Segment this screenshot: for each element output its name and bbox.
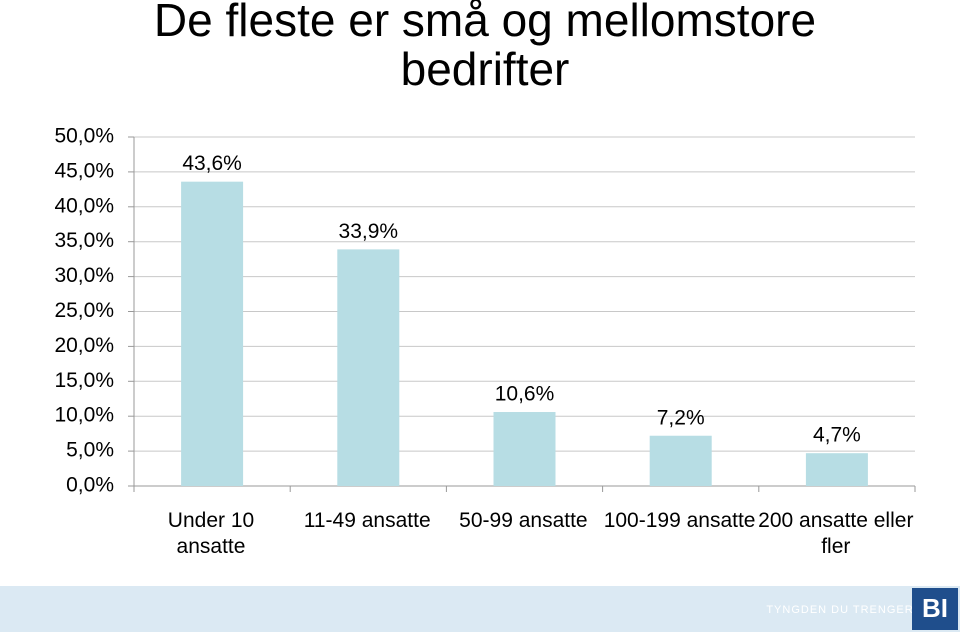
bar xyxy=(181,181,244,486)
x-tick-label: 200 ansatte eller fler xyxy=(758,509,914,558)
value-label: 4,7% xyxy=(813,424,861,447)
y-tick-label: 25,0% xyxy=(54,299,114,322)
y-tick-label: 50,0% xyxy=(54,125,114,148)
x-tick-label: 100-199 ansatte xyxy=(603,509,756,532)
y-tick-label: 40,0% xyxy=(54,194,114,217)
logo: BI xyxy=(922,593,948,623)
bar xyxy=(337,249,400,486)
x-tick-label: 11-49 ansatte xyxy=(303,509,431,532)
footer-slogan: TYNGDEN DU TRENGER xyxy=(766,604,913,616)
bar xyxy=(493,412,556,486)
y-tick-label: 10,0% xyxy=(54,404,114,427)
chart-title: De fleste er små og mellomstore bedrifte… xyxy=(153,0,817,95)
value-label: 10,6% xyxy=(495,383,555,406)
value-label: 33,9% xyxy=(339,220,399,243)
bar xyxy=(805,453,868,486)
x-tick-label: 50-99 ansatte xyxy=(459,509,588,532)
bar xyxy=(649,435,712,486)
value-label: 7,2% xyxy=(657,406,705,429)
y-tick-label: 0,0% xyxy=(66,474,114,497)
logo-box xyxy=(912,588,958,630)
y-tick-label: 20,0% xyxy=(54,334,114,357)
y-tick-label: 5,0% xyxy=(66,439,114,462)
value-label: 43,6% xyxy=(182,152,242,175)
y-tick-label: 15,0% xyxy=(54,369,114,392)
y-tick-label: 30,0% xyxy=(54,264,114,287)
footer-band xyxy=(0,586,960,632)
y-tick-label: 45,0% xyxy=(54,159,114,182)
y-tick-label: 35,0% xyxy=(54,229,114,252)
x-tick-label: Under 10 ansatte xyxy=(167,509,255,558)
